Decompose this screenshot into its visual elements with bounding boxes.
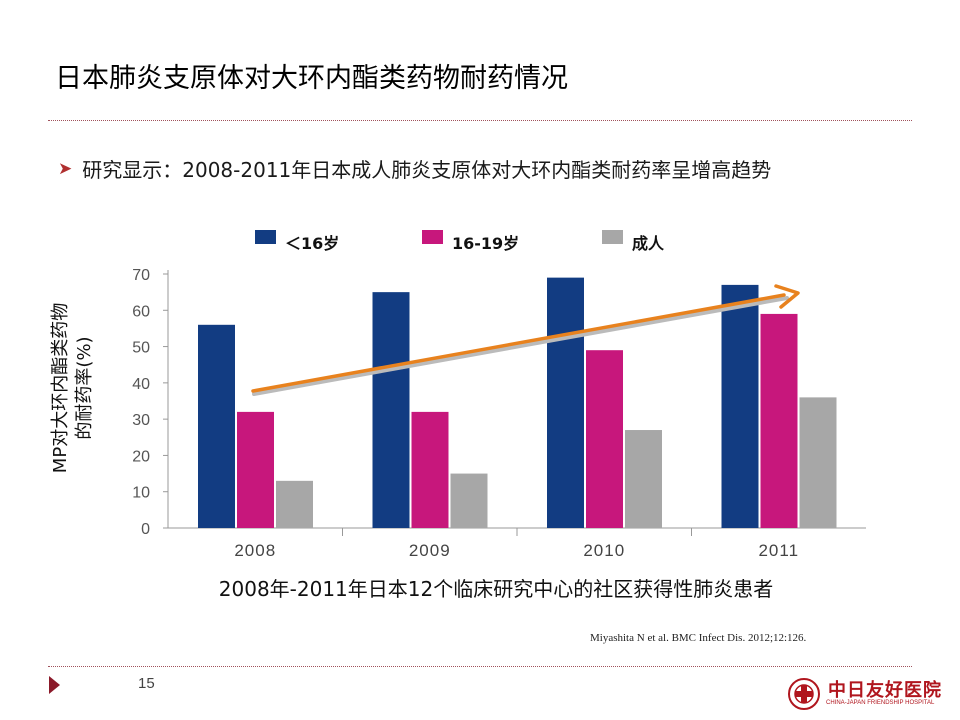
trend-line <box>251 293 786 393</box>
page-number: 15 <box>138 675 155 692</box>
y-axis-label: MP对大环内酯类药物 的耐药率(%) <box>50 303 95 473</box>
trend-shadow <box>252 296 789 396</box>
footer-divider <box>48 666 912 667</box>
bar-2-2010 <box>625 430 662 528</box>
bar-1-2009 <box>411 411 449 528</box>
hospital-seal-icon <box>788 678 820 710</box>
bar-0-2009 <box>372 292 410 528</box>
bar-0-2011 <box>721 284 759 528</box>
bar-2-2011 <box>799 397 837 528</box>
page-marker-icon <box>49 676 60 694</box>
chart-bars <box>198 277 837 528</box>
legend-swatch <box>255 230 276 244</box>
legend-label: ＜16岁 <box>285 234 339 253</box>
chart-legend: ＜16岁 16-19岁 成人 <box>255 230 665 253</box>
x-tick-label: 2011 <box>758 541 799 560</box>
y-tick-label: 0 <box>141 521 150 538</box>
y-tick-label: 50 <box>132 340 150 357</box>
title-divider <box>48 120 912 121</box>
trend-arrowhead <box>774 284 800 309</box>
citation: Miyashita N et al. BMC Infect Dis. 2012;… <box>590 632 807 644</box>
y-tick-label: 60 <box>132 303 150 320</box>
x-tick-label: 2008 <box>234 541 276 560</box>
bullet-arrow-icon: ➤ <box>58 158 73 179</box>
x-tick-label: 2010 <box>583 541 625 560</box>
hospital-logo <box>788 678 820 710</box>
slide-title: 日本肺炎支原体对大环内酯类药物耐药情况 <box>55 63 568 94</box>
trend-arrow <box>251 284 800 396</box>
y-tick-label: 40 <box>132 376 150 393</box>
x-tick-label: 2009 <box>409 541 451 560</box>
y-tick-label: 30 <box>132 412 150 429</box>
y-axis: 0 10 20 30 40 50 60 70 <box>132 267 169 538</box>
y-tick-label: 20 <box>132 448 150 465</box>
bar-1-2011 <box>760 313 798 528</box>
legend-label: 成人 <box>632 234 665 253</box>
bar-2-2009 <box>450 473 488 528</box>
hospital-name-en: CHINA-JAPAN FRIENDSHIP HOSPITAL <box>826 700 935 706</box>
bar-0-2010 <box>547 277 584 528</box>
legend-swatch <box>422 230 443 244</box>
bar-1-2010 <box>586 350 623 528</box>
bar-0-2008 <box>198 324 235 528</box>
legend-swatch <box>602 230 623 244</box>
x-axis-label: 2008年-2011年日本12个临床研究中心的社区获得性肺炎患者 <box>219 577 773 601</box>
hospital-name: 中日友好医院 <box>828 680 942 701</box>
bar-2-2008 <box>276 480 313 528</box>
y-tick-label: 70 <box>132 267 150 284</box>
x-axis: 2008 2009 2010 2011 <box>168 527 866 560</box>
legend-label: 16-19岁 <box>452 234 519 253</box>
y-tick-label: 10 <box>132 485 150 502</box>
bullet-text: 研究显示：2008-2011年日本成人肺炎支原体对大环内酯类耐药率呈增高趋势 <box>82 158 772 182</box>
bullet-point: ➤ 研究显示：2008-2011年日本成人肺炎支原体对大环内酯类耐药率呈增高趋势 <box>58 154 771 183</box>
bar-1-2008 <box>237 411 274 528</box>
